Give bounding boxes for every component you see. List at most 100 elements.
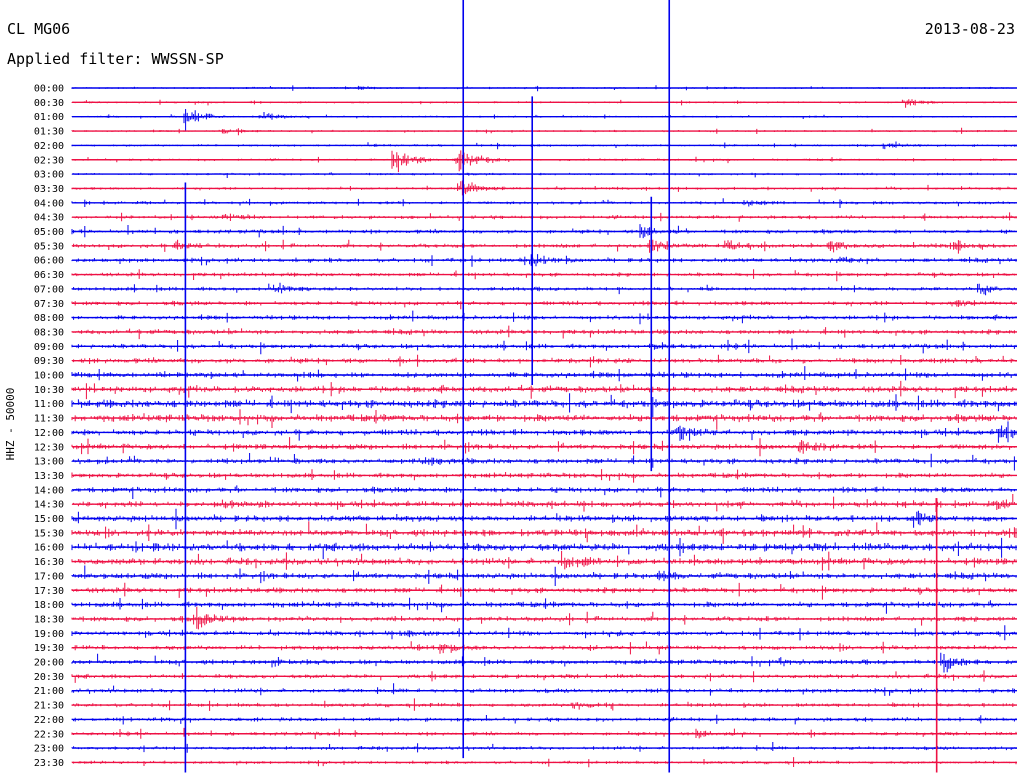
tick-label: 02:30: [34, 155, 64, 166]
tick-label: 12:00: [34, 428, 64, 439]
seismic-trace: [71, 698, 1017, 711]
tick-label: 06:30: [34, 270, 64, 281]
tick-label: 07:30: [34, 299, 64, 310]
seismic-trace: [71, 338, 1017, 355]
seismic-trace: [71, 141, 1017, 150]
seismic-trace: [71, 597, 1017, 614]
tick-label: 05:30: [34, 241, 64, 252]
seismic-trace: [71, 212, 1017, 222]
tick-label: 16:00: [34, 543, 64, 554]
seismic-trace: [71, 485, 1017, 499]
seismic-trace: [71, 757, 1017, 768]
tick-label: 11:30: [34, 414, 64, 425]
seismic-trace: [71, 224, 1017, 239]
tick-label: 03:00: [34, 170, 64, 181]
tick-label: 03:30: [34, 184, 64, 195]
seismic-trace: [71, 198, 1017, 208]
tick-labels-group: 00:00 00:30 01:00 01:30 02:00 02:30 03:00 03:30…: [34, 84, 64, 769]
seismic-trace: [71, 565, 1017, 586]
seismic-trace: [71, 180, 1017, 196]
tick-label: 21:00: [34, 686, 64, 697]
seismic-trace: [71, 494, 1017, 512]
seismic-trace: [71, 421, 1017, 443]
tick-label: 15:00: [34, 514, 64, 525]
seismic-trace: [71, 683, 1017, 696]
tick-label: 18:00: [34, 600, 64, 611]
tick-label: 21:30: [34, 701, 64, 712]
station-title: CL MG06: [7, 20, 71, 38]
seismic-trace: [71, 109, 1017, 132]
spikes-group: [184, 0, 938, 773]
seismic-trace: [71, 521, 1017, 544]
tick-label: 00:00: [34, 84, 64, 95]
tick-label: 20:00: [34, 658, 64, 669]
tick-label: 13:00: [34, 457, 64, 468]
seismic-trace: [71, 537, 1017, 560]
seismic-trace: [71, 150, 1017, 173]
tick-label: 22:30: [34, 729, 64, 740]
seismic-trace: [71, 127, 1017, 136]
tick-label: 14:00: [34, 485, 64, 496]
tick-label: 18:30: [34, 614, 64, 625]
seismic-trace: [71, 742, 1017, 753]
tick-label: 09:30: [34, 356, 64, 367]
tick-label: 13:30: [34, 471, 64, 482]
tick-label: 10:30: [34, 385, 64, 396]
tick-label: 17:30: [34, 586, 64, 597]
seismic-trace: [71, 714, 1017, 725]
seismic-trace: [71, 625, 1017, 641]
seismic-trace: [71, 670, 1017, 683]
seismic-trace: [71, 469, 1017, 483]
seismic-trace: [71, 727, 1017, 740]
tick-label: 19:30: [34, 643, 64, 654]
seismic-trace: [71, 582, 1017, 600]
seismic-trace: [71, 393, 1017, 418]
tick-label: 23:00: [34, 744, 64, 755]
seismic-trace: [71, 606, 1017, 630]
tick-label: 01:00: [34, 112, 64, 123]
tick-label: 08:30: [34, 327, 64, 338]
date-title: 2013-08-23: [924, 20, 1015, 38]
seismic-trace: [71, 239, 1017, 254]
seismic-trace: [71, 354, 1017, 368]
filter-label: Applied filter: WWSSN-SP: [7, 50, 224, 68]
seismic-trace: [71, 380, 1017, 400]
tick-label: 16:30: [34, 557, 64, 568]
seismic-trace: [71, 99, 1017, 108]
tick-label: 00:30: [34, 98, 64, 109]
tick-label: 11:00: [34, 399, 64, 410]
seismic-trace: [71, 409, 1017, 430]
tick-label: 10:00: [34, 371, 64, 382]
seismic-trace: [71, 325, 1017, 340]
seismic-trace: [71, 508, 1017, 530]
seismic-trace: [71, 551, 1017, 571]
tick-label: 19:00: [34, 629, 64, 640]
tick-label: 22:00: [34, 715, 64, 726]
tick-label: 23:30: [34, 758, 64, 769]
tick-label: 05:00: [34, 227, 64, 238]
traces-group: [71, 85, 1017, 768]
seismic-trace: [71, 437, 1017, 457]
seismic-trace: [71, 269, 1017, 282]
tick-label: 15:30: [34, 528, 64, 539]
seismic-trace: [71, 254, 1017, 267]
tick-label: 08:00: [34, 313, 64, 324]
seismic-trace: [71, 172, 1017, 178]
seismic-trace: [71, 453, 1017, 471]
seismic-trace: [71, 310, 1017, 325]
tick-label: 20:30: [34, 672, 64, 683]
tick-label: 04:30: [34, 213, 64, 224]
y-axis-label: HHZ - 50000: [4, 388, 17, 461]
tick-label: 09:00: [34, 342, 64, 353]
tick-label: 06:00: [34, 256, 64, 267]
seismic-trace: [71, 641, 1017, 655]
tick-label: 01:30: [34, 127, 64, 138]
tick-label: 02:00: [34, 141, 64, 152]
tick-label: 07:00: [34, 284, 64, 295]
seismic-trace: [71, 300, 1017, 310]
seismic-trace: [71, 652, 1017, 673]
seismic-trace: [71, 282, 1017, 296]
tick-label: 12:30: [34, 442, 64, 453]
tick-label: 04:00: [34, 198, 64, 209]
